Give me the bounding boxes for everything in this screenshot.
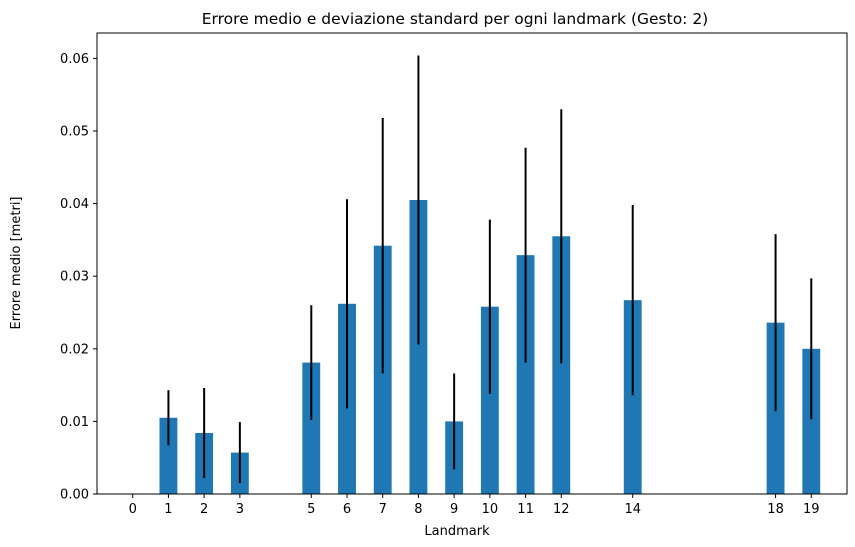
y-tick-label: 0.02 <box>60 342 89 357</box>
bar-landmark-10 <box>480 306 499 494</box>
x-axis-label: Landmark <box>424 524 490 539</box>
y-axis-label: Errore medio [metri] <box>9 196 24 329</box>
x-tick-label: 14 <box>624 502 641 517</box>
bars-group <box>159 199 821 495</box>
y-tick-label: 0.06 <box>60 52 89 67</box>
bar-landmark-12 <box>552 236 571 495</box>
x-tick-label: 12 <box>553 502 570 517</box>
x-tick-label: 9 <box>450 502 458 517</box>
bar-landmark-1 <box>159 417 178 494</box>
x-tick-label: 0 <box>129 502 137 517</box>
y-tick-label: 0.03 <box>60 270 89 285</box>
x-tick-label: 3 <box>236 502 244 517</box>
x-tick-label: 11 <box>517 502 534 517</box>
x-tick-label: 6 <box>343 502 351 517</box>
bar-landmark-11 <box>516 255 535 494</box>
error-bars-group <box>167 55 813 484</box>
x-tick-label: 7 <box>379 502 387 517</box>
x-axis: 0 1 2 3 5 6 7 8 9 10 11 12 14 18 19 <box>129 494 820 517</box>
x-tick-label: 5 <box>307 502 315 517</box>
y-tick-label: 0.05 <box>60 125 89 140</box>
x-tick-label: 1 <box>164 502 172 517</box>
chart-title: Errore medio e deviazione standard per o… <box>202 10 708 28</box>
y-axis: 0.00 0.01 0.02 0.03 0.04 0.05 0.06 <box>60 52 97 503</box>
x-tick-label: 18 <box>767 502 784 517</box>
x-tick-label: 10 <box>482 502 499 517</box>
y-tick-label: 0.01 <box>60 415 89 430</box>
x-tick-label: 2 <box>200 502 208 517</box>
x-tick-label: 19 <box>803 502 820 517</box>
x-tick-label: 8 <box>414 502 422 517</box>
plot-frame <box>96 32 848 495</box>
bar-landmark-8 <box>409 199 428 494</box>
bar-landmark-14 <box>623 300 642 494</box>
y-tick-label: 0.04 <box>60 197 89 212</box>
bar-landmark-5 <box>302 362 321 494</box>
bar-landmark-19 <box>802 348 821 494</box>
y-tick-label: 0.00 <box>60 488 89 503</box>
